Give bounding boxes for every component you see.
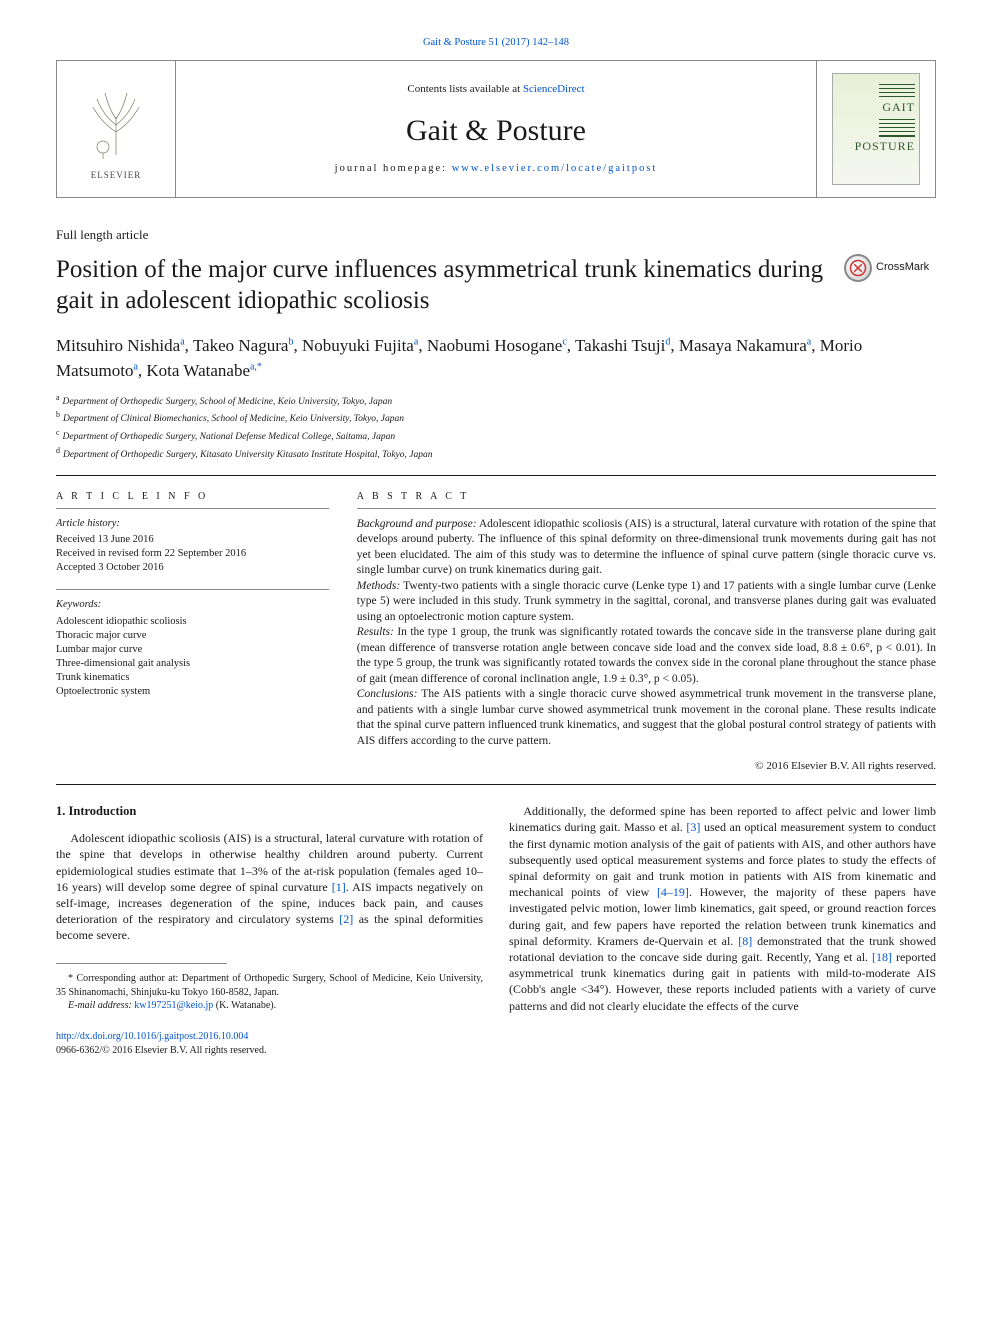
keyword: Lumbar major curve (56, 643, 329, 657)
history-line: Received 13 June 2016 (56, 533, 329, 547)
keyword: Trunk kinematics (56, 671, 329, 685)
section-heading: 1. Introduction (56, 803, 483, 820)
affiliation: cDepartment of Orthopedic Surgery, Natio… (56, 427, 936, 445)
history-line: Accepted 3 October 2016 (56, 561, 329, 575)
affiliation: bDepartment of Clinical Biomechanics, Sc… (56, 409, 936, 427)
crossmark-badge[interactable]: CrossMark (844, 254, 936, 282)
journal-homepage: journal homepage: www.elsevier.com/locat… (335, 162, 658, 176)
authors-line: Mitsuhiro Nishidaa, Takeo Nagurab, Nobuy… (56, 334, 936, 383)
ref-link[interactable]: [3] (686, 820, 700, 834)
article-info-heading: A R T I C L E I N F O (56, 490, 329, 504)
body-two-column: 1. Introduction Adolescent idiopathic sc… (56, 803, 936, 1013)
abstract-segment: Results: In the type 1 group, the trunk … (357, 625, 936, 687)
abstract-column: A B S T R A C T Background and purpose: … (357, 490, 936, 774)
header-citation: Gait & Posture 51 (2017) 142–148 (56, 36, 936, 50)
abstract-segment: Background and purpose: Adolescent idiop… (357, 517, 936, 579)
contents-line: Contents lists available at ScienceDirec… (407, 82, 584, 97)
article-info-column: A R T I C L E I N F O Article history: R… (56, 490, 329, 774)
journal-cover-icon: GAIT POSTURE (832, 73, 920, 185)
abstract-segment: Conclusions: The AIS patients with a sin… (357, 687, 936, 749)
corresponding-author-footnote: * Corresponding author at: Department of… (56, 972, 483, 1013)
article-title: Position of the major curve influences a… (56, 254, 826, 317)
sciencedirect-link[interactable]: ScienceDirect (523, 83, 585, 95)
author: Nobuyuki Fujitaa (302, 336, 418, 355)
author: Naobumi Hosoganec (427, 336, 567, 355)
author: Masaya Nakamuraa (679, 336, 811, 355)
publisher-logo-cell: ELSEVIER (57, 61, 175, 197)
author: Takeo Nagurab (193, 336, 294, 355)
journal-name: Gait & Posture (406, 111, 586, 152)
doi-link[interactable]: http://dx.doi.org/10.1016/j.gaitpost.201… (56, 1031, 248, 1042)
keyword: Optoelectronic system (56, 685, 329, 699)
history-line: Received in revised form 22 September 20… (56, 547, 329, 561)
abstract-segment: Methods: Twenty-two patients with a sing… (357, 579, 936, 626)
masthead: ELSEVIER Contents lists available at Sci… (56, 60, 936, 198)
abstract-heading: A B S T R A C T (357, 490, 936, 504)
ref-link[interactable]: [2] (339, 912, 353, 926)
keywords-label: Keywords: (56, 598, 329, 612)
journal-homepage-link[interactable]: www.elsevier.com/locate/gaitpost (452, 163, 658, 174)
crossmark-label: CrossMark (876, 260, 929, 275)
affiliation: dDepartment of Orthopedic Surgery, Kitas… (56, 445, 936, 463)
cover-thumb-cell: GAIT POSTURE (817, 61, 935, 197)
keyword: Adolescent idiopathic scoliosis (56, 615, 329, 629)
crossmark-icon (844, 254, 872, 282)
abstract-copyright: © 2016 Elsevier B.V. All rights reserved… (357, 759, 936, 774)
author: Kota Watanabea,* (146, 361, 262, 380)
issn-copyright: 0966-6362/© 2016 Elsevier B.V. All right… (56, 1045, 266, 1056)
affiliation: aDepartment of Orthopedic Surgery, Schoo… (56, 392, 936, 410)
keyword: Thoracic major curve (56, 629, 329, 643)
header-citation-link[interactable]: Gait & Posture 51 (2017) 142–148 (423, 37, 569, 48)
intro-p2: Additionally, the deformed spine has bee… (509, 803, 936, 1013)
intro-p1: Adolescent idiopathic scoliosis (AIS) is… (56, 830, 483, 943)
article-type: Full length article (56, 226, 936, 244)
page-footer: http://dx.doi.org/10.1016/j.gaitpost.201… (56, 1030, 936, 1058)
corresponding-email-link[interactable]: kw197251@keio.jp (134, 1000, 213, 1011)
ref-link[interactable]: [18] (872, 950, 892, 964)
affiliations: aDepartment of Orthopedic Surgery, Schoo… (56, 392, 936, 464)
elsevier-tree-icon (81, 77, 151, 167)
history-label: Article history: (56, 517, 329, 531)
ref-link[interactable]: [4–19] (657, 885, 689, 899)
ref-link[interactable]: [8] (738, 934, 752, 948)
keyword: Three-dimensional gait analysis (56, 657, 329, 671)
ref-link[interactable]: [1] (332, 880, 346, 894)
author: Takashi Tsujid (575, 336, 670, 355)
publisher-label: ELSEVIER (91, 169, 142, 181)
author: Mitsuhiro Nishidaa (56, 336, 185, 355)
